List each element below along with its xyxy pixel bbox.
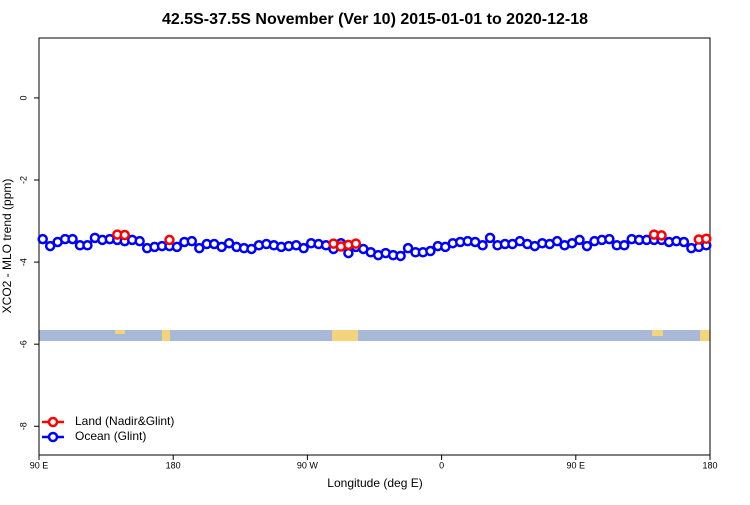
x-axis-label: Longitude (deg E)	[327, 476, 422, 490]
x-tick-label: 90 E	[567, 460, 586, 470]
x-tick-label: 90 E	[30, 460, 49, 470]
land-patch	[162, 330, 170, 341]
point	[171, 241, 183, 253]
point	[298, 242, 309, 254]
point	[67, 233, 78, 245]
x-tick-label: 180	[166, 460, 181, 470]
point	[119, 229, 130, 241]
point	[395, 250, 406, 262]
point	[678, 236, 690, 248]
point	[701, 233, 712, 244]
point	[619, 240, 630, 251]
y-axis-label: XCO2 - MLO trend (ppm)	[0, 179, 14, 314]
plot-frame	[38, 37, 711, 456]
x-tick-label: 0	[439, 460, 444, 470]
chart-title: 42.5S-37.5S November (Ver 10) 2015-01-01…	[162, 11, 588, 28]
point	[574, 234, 585, 246]
land-patch	[652, 330, 663, 336]
point	[343, 247, 354, 259]
land-mask-band	[39, 330, 710, 341]
legend-label: Land (Nadir&Glint)	[75, 414, 174, 428]
point	[37, 233, 48, 245]
point	[350, 238, 362, 249]
y-tick-label: -4	[18, 258, 28, 266]
x-tick-label: 180	[702, 460, 717, 470]
point	[44, 240, 56, 252]
point	[402, 242, 414, 254]
legend-marker	[47, 431, 59, 443]
point	[164, 234, 175, 246]
point	[581, 240, 593, 252]
y-tick-label: -2	[18, 176, 28, 184]
x-tick-label: 90 W	[297, 460, 319, 470]
point	[604, 233, 615, 245]
y-tick-label: 0	[18, 95, 28, 100]
land-patch	[115, 330, 125, 334]
land-patch	[332, 330, 358, 341]
y-tick-label: -8	[18, 422, 28, 430]
point	[656, 230, 667, 241]
y-tick-label: -6	[18, 340, 28, 348]
point	[82, 240, 93, 251]
point	[194, 242, 205, 254]
point	[186, 235, 198, 247]
land-patch	[700, 330, 710, 341]
point	[484, 232, 496, 244]
legend-label: Ocean (Glint)	[75, 429, 146, 443]
point	[477, 240, 488, 251]
point	[134, 235, 145, 247]
point	[551, 235, 563, 247]
ocean-band	[39, 330, 710, 341]
point	[425, 245, 436, 257]
legend-marker	[47, 416, 59, 428]
